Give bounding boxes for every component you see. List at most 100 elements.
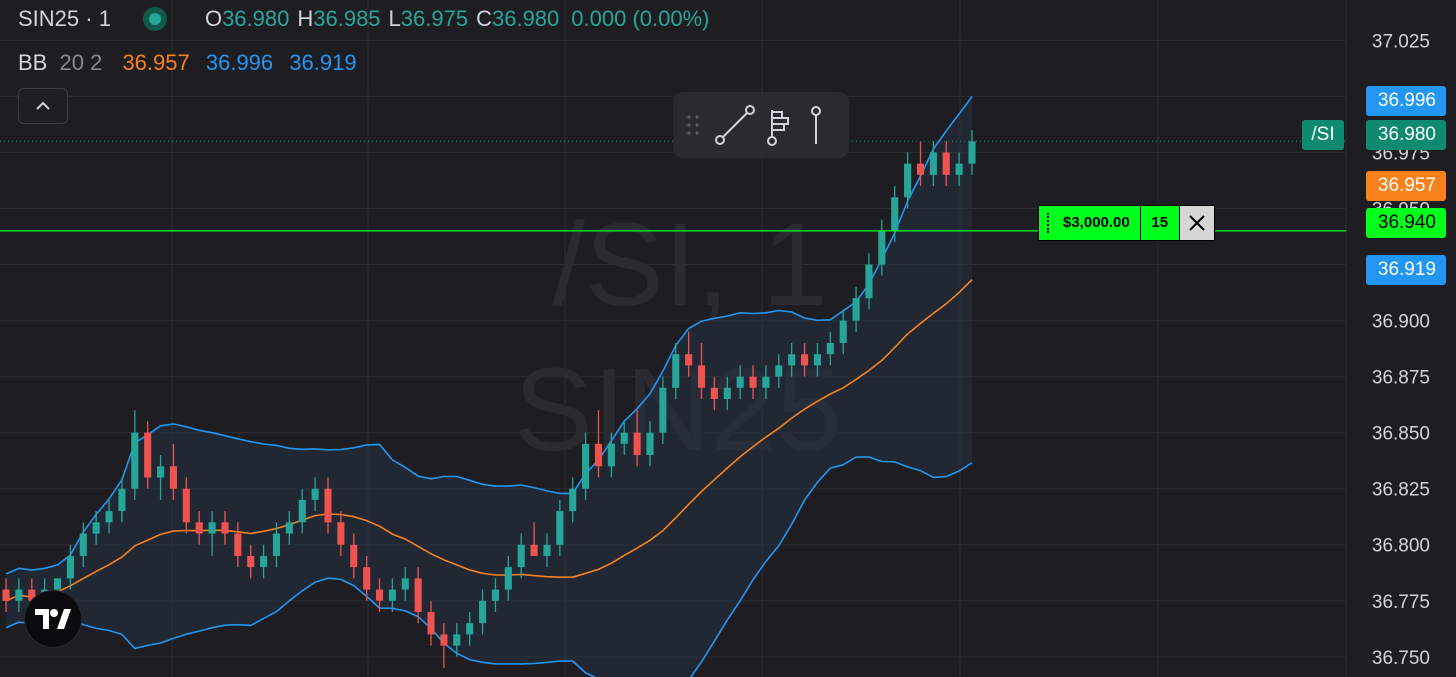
candle-body: [414, 578, 422, 612]
candle-body: [53, 578, 62, 590]
y-tick-label: 36.800: [1372, 536, 1430, 557]
collapse-legend-button[interactable]: [18, 88, 68, 124]
drag-handle-icon[interactable]: [1047, 213, 1051, 233]
candle-body: [2, 589, 10, 601]
candle-body: [517, 544, 525, 568]
collapse-chevron-icon: [36, 101, 50, 110]
candle-body: [350, 544, 358, 568]
candle-body: [839, 320, 847, 343]
candle-body: [466, 623, 474, 635]
candle-body: [15, 589, 23, 601]
band-fill: [6, 96, 972, 677]
candle-body: [929, 152, 937, 175]
candle-body: [723, 387, 731, 400]
open-value: 36.980: [222, 6, 290, 31]
candle-body: [594, 443, 603, 467]
upper-band-line: [5, 96, 973, 575]
candle-body: [195, 522, 203, 534]
candle-body: [762, 376, 770, 388]
fib-tool-button[interactable]: [757, 92, 801, 158]
y-tick-label: 37.025: [1372, 31, 1430, 52]
order-price-label[interactable]: 36.940: [1366, 208, 1446, 238]
bollinger-bands: [5, 96, 973, 677]
candle-body: [479, 600, 487, 624]
indicator-params: 20 2: [59, 50, 103, 75]
candle-body: [826, 342, 834, 355]
candle-body: [272, 533, 281, 556]
pin-button[interactable]: [801, 92, 831, 158]
candle-body: [530, 544, 538, 556]
candle-body: [620, 432, 628, 444]
candle-body: [942, 152, 950, 175]
trend-line-icon: [715, 105, 755, 145]
order-amount[interactable]: $3,000.00: [1038, 205, 1141, 241]
middle-band-line: [5, 279, 973, 602]
candle-body: [852, 298, 860, 321]
candle-body: [607, 443, 615, 467]
y-tick-label: 36.825: [1372, 480, 1430, 501]
candle-body: [736, 376, 744, 388]
grip-icon[interactable]: [673, 92, 713, 158]
candle-body: [363, 567, 371, 590]
low-value: 36.975: [400, 6, 469, 31]
tradingview-logo-icon: [35, 609, 71, 629]
candles: [2, 130, 976, 669]
candle-body: [388, 589, 396, 601]
candle-body: [801, 354, 809, 366]
candle-body: [247, 555, 255, 568]
trend-line-button[interactable]: [713, 92, 757, 158]
candle-body: [710, 387, 718, 400]
change-value: 0.000 (0.00%): [571, 6, 710, 31]
candle-body: [131, 432, 139, 489]
candle-body: [582, 443, 590, 489]
candle-body: [157, 466, 165, 478]
y-tick-label: 36.900: [1372, 312, 1430, 333]
candle-body: [401, 578, 409, 590]
candle-body: [118, 488, 126, 512]
fib-tool-icon: [767, 110, 789, 146]
candle-body: [672, 354, 680, 388]
y-tick-label: 36.850: [1372, 424, 1430, 445]
candle-body: [144, 432, 152, 478]
high-label: H: [297, 6, 314, 31]
order-line-widget[interactable]: $3,000.00 15: [1038, 205, 1215, 241]
middle-band-price-label: 36.957: [1366, 171, 1446, 201]
cancel-order-button[interactable]: [1179, 205, 1215, 241]
candle-body: [646, 432, 654, 456]
candle-body: [788, 354, 796, 366]
candle-body: [697, 365, 706, 388]
symbol-title[interactable]: SIN25 · 1: [18, 6, 111, 31]
candle-body: [749, 376, 757, 388]
watermark-line1: /SI, 1: [552, 199, 827, 331]
candle-body: [92, 522, 100, 534]
order-quantity[interactable]: 15: [1140, 205, 1180, 241]
candle-body: [221, 522, 229, 534]
indicator-name: BB: [18, 50, 48, 75]
candle-body: [633, 432, 641, 456]
symbol-price-tag: /SI: [1302, 120, 1344, 150]
candle-body: [891, 197, 899, 231]
lower-band-line: [5, 456, 973, 677]
candle-body: [337, 522, 345, 545]
candle-body: [440, 634, 448, 646]
candle-body: [813, 354, 821, 366]
candle-body: [569, 488, 577, 512]
candle-body: [904, 163, 912, 198]
upper-band-price-label: 36.996: [1366, 86, 1446, 116]
close-label: C: [476, 6, 492, 31]
candle-body: [234, 533, 242, 556]
candle-body: [427, 611, 435, 635]
y-tick-label: 36.775: [1372, 592, 1430, 613]
candle-body: [375, 589, 384, 601]
candle-body: [311, 488, 319, 500]
candle-body: [324, 488, 332, 523]
candle-body: [955, 163, 963, 175]
tradingview-logo[interactable]: [24, 590, 82, 648]
indicator-middle-value: 36.957: [122, 50, 190, 75]
indicator-legend[interactable]: BB 20 2 36.957 36.996 36.919: [18, 50, 357, 76]
floating-drawing-toolbar: [673, 92, 849, 158]
low-label: L: [388, 6, 401, 31]
candle-body: [105, 511, 113, 523]
candle-body: [916, 163, 925, 175]
y-tick-label: 36.875: [1372, 368, 1430, 389]
